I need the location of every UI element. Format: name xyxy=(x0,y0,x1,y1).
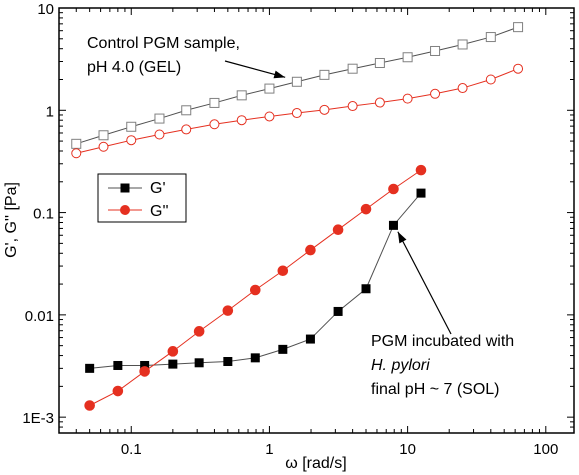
data-point-circle xyxy=(139,366,150,377)
annotation-control-line1: Control PGM sample, xyxy=(87,35,240,52)
data-point-circle xyxy=(167,346,179,357)
data-point-circle xyxy=(126,135,137,146)
plot-frame xyxy=(58,7,575,434)
data-point-square xyxy=(194,358,204,368)
annotation-control-arrowhead xyxy=(273,70,286,79)
data-point-square xyxy=(181,105,192,116)
x-tick-label: 10 xyxy=(399,441,416,458)
data-point-square xyxy=(126,121,137,132)
x-tick-labels: 0.1 1 10 100 xyxy=(121,441,558,458)
data-point-square xyxy=(402,52,413,63)
y-tick-label: 1E-3 xyxy=(22,410,54,427)
data-point-square xyxy=(236,90,247,101)
legend-label-gdoubleprime: G'' xyxy=(150,203,169,220)
data-point-circle xyxy=(415,164,427,176)
y-axis-title: G', G'' [Pa] xyxy=(3,182,20,258)
x-axis-title: ω [rad/s] xyxy=(285,455,346,472)
annotation-hpylori: PGM incubated with H. pylori final pH ~ … xyxy=(371,231,514,398)
data-point-circle xyxy=(112,385,124,397)
legend: G' G'' xyxy=(97,173,187,223)
annotation-hpylori-line2: H. pylori xyxy=(371,357,430,374)
data-point-circle xyxy=(84,400,95,411)
data-point-square xyxy=(319,69,330,80)
data-point-circle xyxy=(154,129,165,140)
data-point-circle xyxy=(374,97,385,108)
legend-marker-square xyxy=(120,183,130,193)
data-point-circle xyxy=(209,119,220,130)
data-point-circle xyxy=(181,124,192,135)
data-point-square xyxy=(154,113,165,124)
data-point-square xyxy=(333,306,343,316)
data-point-circle xyxy=(71,148,82,159)
data-point-circle xyxy=(430,88,441,99)
data-point-square xyxy=(374,57,385,68)
data-point-circle xyxy=(236,115,247,126)
y-tick-labels: 1E-3 0.01 0.1 1 10 xyxy=(22,1,54,427)
data-point-square xyxy=(416,188,426,198)
annotation-hpylori-arrow xyxy=(397,231,452,335)
x-tick-label: 0.1 xyxy=(121,441,142,458)
data-point-circle xyxy=(388,183,399,195)
data-point-square xyxy=(209,97,220,108)
series-3 xyxy=(84,164,427,411)
data-point-circle xyxy=(319,104,330,115)
data-point-square xyxy=(513,22,524,33)
series-layer xyxy=(71,22,524,411)
data-point-square xyxy=(278,344,288,354)
series-1 xyxy=(71,63,524,159)
data-point-circle xyxy=(402,93,413,104)
data-point-circle xyxy=(291,108,302,119)
data-point-square xyxy=(113,360,123,370)
data-point-square xyxy=(485,32,496,43)
legend-marker-circle xyxy=(120,205,130,215)
data-point-square xyxy=(388,220,398,230)
annotation-control: Control PGM sample, pH 4.0 (GEL) xyxy=(87,35,286,79)
data-point-square xyxy=(305,334,315,344)
data-point-circle xyxy=(347,101,358,112)
data-point-square xyxy=(291,76,302,87)
data-point-square xyxy=(71,138,82,149)
data-point-square xyxy=(223,357,233,367)
data-point-circle xyxy=(193,326,205,337)
data-point-circle xyxy=(457,83,468,94)
legend-box xyxy=(97,173,187,223)
data-point-circle xyxy=(513,63,524,74)
annotation-hpylori-line1: PGM incubated with xyxy=(371,333,514,350)
y-tick-label: 1 xyxy=(46,103,54,120)
y-tick-label: 0.01 xyxy=(25,308,54,325)
x-tick-label: 1 xyxy=(265,441,273,458)
data-point-square xyxy=(168,359,178,369)
data-point-circle xyxy=(264,111,275,122)
data-point-circle xyxy=(485,74,496,85)
data-point-square xyxy=(430,45,441,56)
data-point-circle xyxy=(360,203,372,215)
data-point-circle xyxy=(222,305,234,316)
data-point-circle xyxy=(249,284,261,296)
axis-ticks xyxy=(58,7,574,434)
data-point-circle xyxy=(305,244,316,256)
y-tick-label: 10 xyxy=(37,1,54,18)
data-point-square xyxy=(361,284,371,294)
data-point-square xyxy=(85,363,95,373)
series-0 xyxy=(71,22,524,149)
data-point-circle xyxy=(332,224,344,236)
data-point-circle xyxy=(277,265,289,277)
data-point-square xyxy=(98,130,109,141)
data-point-square xyxy=(457,39,468,50)
data-point-square xyxy=(347,63,358,74)
y-tick-label: 0.1 xyxy=(33,206,54,223)
annotation-control-line2: pH 4.0 (GEL) xyxy=(87,59,181,76)
annotation-hpylori-arrowhead xyxy=(397,231,407,244)
x-tick-label: 100 xyxy=(533,441,558,458)
legend-label-gprime: G' xyxy=(150,180,166,197)
data-point-square xyxy=(264,83,275,94)
series-2 xyxy=(85,188,426,373)
data-point-square xyxy=(250,353,260,363)
annotation-hpylori-line3: final pH ~ 7 (SOL) xyxy=(371,381,500,398)
data-point-circle xyxy=(98,141,109,152)
